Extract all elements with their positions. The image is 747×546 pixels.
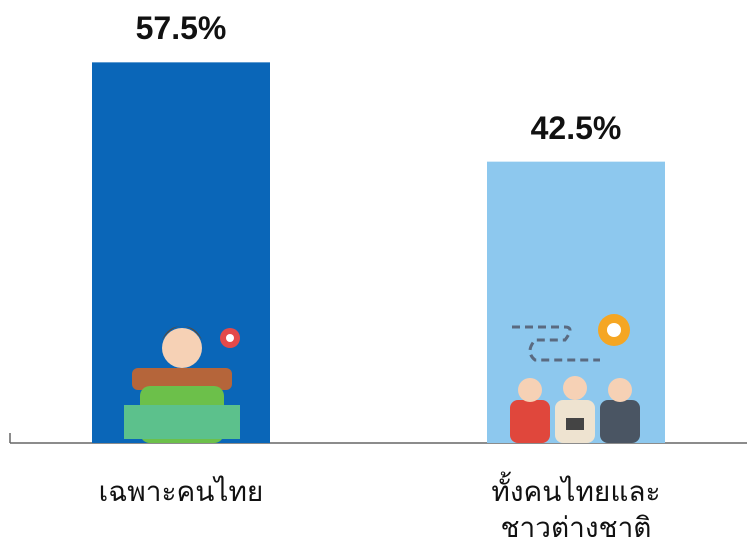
category-label: เฉพาะคนไทย xyxy=(31,474,331,510)
value-label: 57.5% xyxy=(81,10,281,47)
chart-canvas xyxy=(0,0,747,546)
chart: 57.5% เฉพาะคนไทย 42.5% ทั้งคนไทยและ ชาวต่าง… xyxy=(0,0,747,546)
category-label: ทั้งคนไทยและ ชาวต่างชาติ xyxy=(426,474,726,546)
value-label: 42.5% xyxy=(476,110,676,147)
